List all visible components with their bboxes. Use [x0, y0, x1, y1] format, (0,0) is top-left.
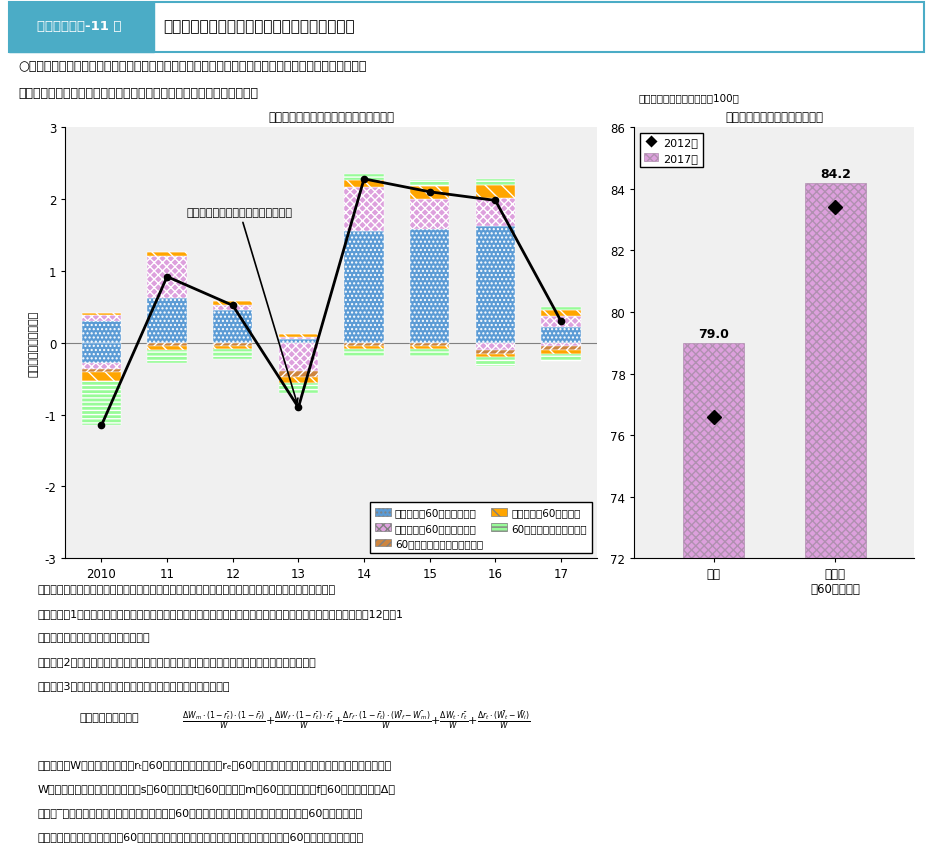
Bar	[147, 252, 187, 258]
Bar	[476, 185, 515, 198]
Bar	[410, 230, 450, 344]
Bar	[476, 198, 515, 227]
Text: 3）名目賃金の増減率の要因分解の式は下記のとおり。: 3）名目賃金の増減率の要因分解の式は下記のとおり。	[37, 680, 230, 690]
Bar	[476, 227, 515, 344]
Bar	[147, 351, 187, 363]
Legend: 賃金要因（60歳未満男性）, 賃金要因（60歳未満女性）, 60歳未満女性比率による要因, 賃金要因（60歳以上）, 60歳以上比率による要因: 賃金要因（60歳未満男性）, 賃金要因（60歳未満女性）, 60歳未満女性比率に…	[369, 502, 592, 554]
Bar	[9, 3, 154, 53]
Bar	[410, 344, 450, 347]
Bar	[147, 344, 187, 347]
Bar	[410, 350, 450, 357]
Bar	[344, 344, 383, 347]
Bar	[541, 347, 580, 351]
Text: 一般労働者の現金給与総額の変動要因等の推移: 一般労働者の現金給与総額の変動要因等の推移	[163, 19, 355, 34]
Bar	[476, 354, 515, 357]
Bar	[82, 369, 121, 373]
Text: 女性・高齢者の相対賃金をみると、全体との格差は縮小している。: 女性・高齢者の相対賃金をみると、全体との格差は縮小している。	[19, 87, 258, 100]
Bar	[476, 180, 515, 185]
Bar	[541, 307, 580, 311]
Bar	[279, 378, 318, 384]
Text: 資料出所　厚生労働省「賃金構造基本統計調査」をもとに厚生労働省労働政策担当参事官室にて作成: 資料出所 厚生労働省「賃金構造基本統計調査」をもとに厚生労働省労働政策担当参事官…	[37, 584, 336, 595]
Text: 79.0: 79.0	[698, 328, 729, 341]
Bar	[82, 344, 121, 363]
Bar	[541, 311, 580, 316]
Text: 働者の賃金の寄与、第３項は60歳未満における女性労働者構成比の寄与、第４項は60歳以上労働者の賃金: 働者の賃金の寄与、第３項は60歳未満における女性労働者構成比の寄与、第４項は60…	[37, 831, 364, 841]
Text: ○　女性・高齢者比率の上昇は、一般労働者の現金給与総額に対してマイナスに寄与している一方で、: ○ 女性・高齢者比率の上昇は、一般労働者の現金給与総額に対してマイナスに寄与して…	[19, 60, 367, 73]
Text: （各年の男女計・年齢計＝100）: （各年の男女計・年齢計＝100）	[638, 93, 739, 103]
Bar	[213, 344, 253, 347]
Bar	[344, 175, 383, 180]
Bar	[476, 351, 515, 354]
Bar	[213, 350, 253, 360]
Bar	[213, 305, 253, 311]
Bar	[82, 381, 121, 426]
Bar	[344, 188, 383, 232]
Text: ここで、W：（名目）賃金、rₜ：60歳以上労働者比率、rₑ：60歳未満労働者における女性労働者比率であり、: ここで、W：（名目）賃金、rₜ：60歳以上労働者比率、rₑ：60歳未満労働者にお…	[37, 759, 392, 769]
Bar	[279, 334, 318, 338]
Legend: 2012年, 2017年: 2012年, 2017年	[640, 134, 703, 168]
Bar	[147, 347, 187, 351]
Bar	[805, 183, 866, 559]
Bar	[213, 302, 253, 305]
Bar	[82, 313, 121, 316]
Bar	[279, 344, 318, 372]
Bar	[541, 351, 580, 354]
Bar	[344, 347, 383, 350]
Bar	[541, 344, 580, 347]
Bar	[410, 347, 450, 350]
Bar	[344, 232, 383, 344]
Text: 84.2: 84.2	[820, 168, 851, 181]
Text: 一般労働者の現金給与総額の前年比: 一般労働者の現金給与総額の前年比	[187, 207, 298, 403]
Bar	[476, 357, 515, 366]
Title: 女性、高齢者の相対賃金の変化: 女性、高齢者の相対賃金の変化	[725, 111, 824, 124]
Text: Wの添え字及び記号はそれぞれ、s：60歳未満、t：60歳以上、m：60歳未満男性、f：60歳未満女性、Δ：: Wの添え字及び記号はそれぞれ、s：60歳未満、t：60歳以上、m：60歳未満男性…	[37, 783, 396, 793]
Bar	[279, 384, 318, 393]
Bar	[147, 258, 187, 299]
Bar	[82, 316, 121, 322]
Bar	[476, 344, 515, 351]
Bar	[344, 350, 383, 357]
Text: （注）　1）左図の現金給与総額は、「きまって支給する現金給与額」に「年間賞与そのほか特別給与額」の12分の1: （注） 1）左図の現金給与総額は、「きまって支給する現金給与額」に「年間賞与その…	[37, 608, 403, 618]
Bar	[213, 311, 253, 344]
Text: を加えて算出したもの。: を加えて算出したもの。	[37, 632, 150, 642]
Bar	[279, 339, 318, 344]
Text: 第１－（３）-11 図: 第１－（３）-11 図	[37, 20, 121, 33]
Bar	[541, 316, 580, 328]
Y-axis label: （前年比寄与度・％）: （前年比寄与度・％）	[29, 310, 39, 376]
Bar	[410, 200, 450, 230]
Text: 2）右図の賃金は「きまって支給する現金給与額」であり、名目賃金を示している。: 2）右図の賃金は「きまって支給する現金給与額」であり、名目賃金を示している。	[37, 656, 316, 666]
Bar	[410, 181, 450, 187]
Title: 一般労働者の現金給与総額の寄与度分解: 一般労働者の現金給与総額の寄与度分解	[268, 111, 395, 124]
Bar	[82, 373, 121, 381]
Bar	[82, 322, 121, 344]
Text: 差分、‾：平均を表す。また、右辺の第１項は60歳未満男性労働者賃金の寄与、第２項は60歳未満女性労: 差分、‾：平均を表す。また、右辺の第１項は60歳未満男性労働者賃金の寄与、第２項…	[37, 807, 362, 817]
Text: $\frac{\Delta W_m\cdot(1-\bar{r_t})\cdot(1-\bar{r_f})}{W}$$+\frac{\Delta W_f\cdo: $\frac{\Delta W_m\cdot(1-\bar{r_t})\cdot…	[182, 708, 531, 730]
Bar	[279, 338, 318, 339]
Bar	[213, 347, 253, 350]
Bar	[410, 187, 450, 200]
Bar	[82, 363, 121, 369]
Bar	[147, 299, 187, 344]
Bar	[683, 344, 744, 559]
Bar	[279, 372, 318, 378]
Bar	[541, 354, 580, 362]
Text: 名目賃金の増減率＝: 名目賃金の増減率＝	[79, 712, 139, 722]
Bar	[344, 180, 383, 188]
Bar	[541, 328, 580, 344]
